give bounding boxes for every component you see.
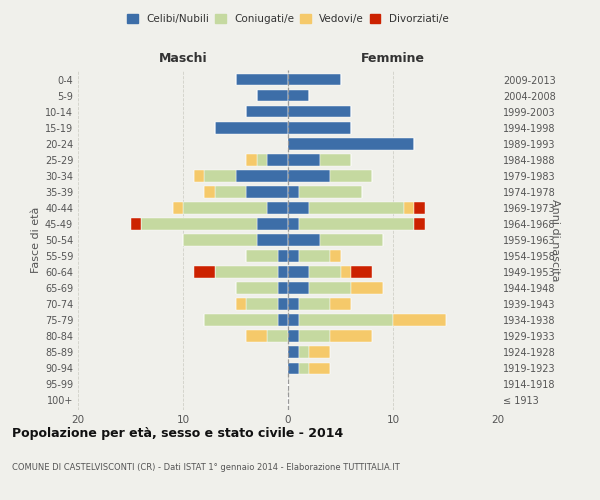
Bar — [393, 314, 445, 326]
Bar — [288, 298, 299, 310]
Bar — [246, 330, 267, 342]
Bar — [204, 314, 277, 326]
Bar — [330, 170, 372, 181]
Bar — [193, 170, 204, 181]
Bar — [257, 218, 288, 230]
Bar — [299, 362, 309, 374]
Text: Popolazione per età, sesso e stato civile - 2014: Popolazione per età, sesso e stato civil… — [12, 428, 343, 440]
Y-axis label: Fasce di età: Fasce di età — [31, 207, 41, 273]
Bar — [257, 90, 288, 102]
Bar — [299, 314, 393, 326]
Bar — [204, 186, 215, 198]
Bar — [288, 362, 299, 374]
Bar — [277, 314, 288, 326]
Bar — [277, 298, 288, 310]
Bar — [246, 298, 277, 310]
Bar — [309, 266, 341, 278]
Bar — [299, 218, 414, 230]
Bar — [288, 138, 414, 149]
Bar — [299, 250, 330, 262]
Bar — [288, 218, 299, 230]
Text: Maschi: Maschi — [158, 52, 208, 65]
Bar — [288, 90, 309, 102]
Bar — [267, 330, 288, 342]
Bar — [299, 346, 309, 358]
Bar — [130, 218, 141, 230]
Text: COMUNE DI CASTELVISCONTI (CR) - Dati ISTAT 1° gennaio 2014 - Elaborazione TUTTIT: COMUNE DI CASTELVISCONTI (CR) - Dati IST… — [12, 462, 400, 471]
Bar — [288, 106, 351, 118]
Bar — [267, 202, 288, 213]
Bar — [288, 202, 309, 213]
Bar — [257, 234, 288, 246]
Bar — [183, 202, 267, 213]
Bar — [309, 362, 330, 374]
Bar — [235, 170, 288, 181]
Bar — [246, 186, 288, 198]
Text: Femmine: Femmine — [361, 52, 425, 65]
Bar — [288, 346, 299, 358]
Bar — [330, 330, 372, 342]
Bar — [320, 154, 351, 166]
Bar — [288, 314, 299, 326]
Bar — [288, 122, 351, 134]
Bar — [183, 234, 257, 246]
Bar — [351, 282, 383, 294]
Bar — [204, 170, 235, 181]
Bar — [246, 154, 257, 166]
Bar — [235, 298, 246, 310]
Bar — [267, 154, 288, 166]
Bar — [299, 330, 330, 342]
Bar — [288, 186, 299, 198]
Bar — [288, 250, 299, 262]
Bar — [246, 250, 277, 262]
Bar — [235, 282, 277, 294]
Bar — [320, 234, 383, 246]
Bar — [215, 122, 288, 134]
Bar — [288, 74, 341, 86]
Bar — [288, 170, 330, 181]
Y-axis label: Anni di nascita: Anni di nascita — [550, 198, 560, 281]
Legend: Celibi/Nubili, Coniugati/e, Vedovi/e, Divorziati/e: Celibi/Nubili, Coniugati/e, Vedovi/e, Di… — [123, 10, 453, 29]
Bar — [288, 234, 320, 246]
Bar — [414, 218, 425, 230]
Bar — [309, 282, 351, 294]
Bar — [173, 202, 183, 213]
Bar — [341, 266, 351, 278]
Bar — [330, 250, 341, 262]
Bar — [288, 266, 309, 278]
Bar — [257, 154, 267, 166]
Bar — [277, 266, 288, 278]
Bar — [277, 250, 288, 262]
Bar — [288, 330, 299, 342]
Bar — [299, 186, 361, 198]
Bar — [309, 202, 404, 213]
Bar — [246, 106, 288, 118]
Bar — [215, 186, 246, 198]
Bar — [288, 154, 320, 166]
Bar — [277, 282, 288, 294]
Bar — [351, 266, 372, 278]
Bar — [235, 74, 288, 86]
Bar — [141, 218, 257, 230]
Bar — [215, 266, 277, 278]
Bar — [193, 266, 215, 278]
Bar — [299, 298, 330, 310]
Bar — [404, 202, 414, 213]
Bar — [288, 282, 309, 294]
Bar — [414, 202, 425, 213]
Bar — [309, 346, 330, 358]
Bar — [330, 298, 351, 310]
